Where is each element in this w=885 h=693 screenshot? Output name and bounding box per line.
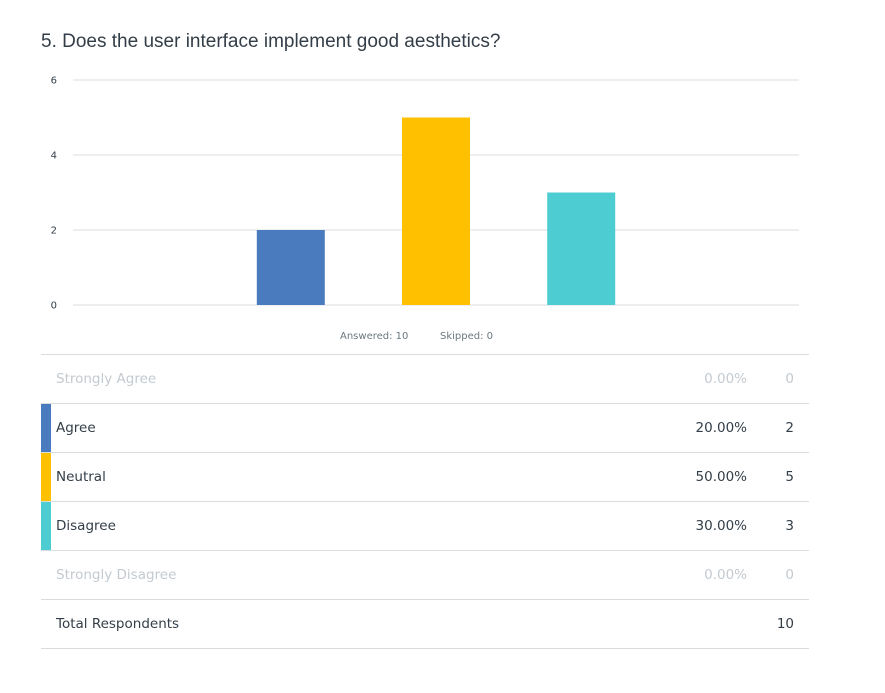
row-count: 5 — [785, 469, 794, 485]
table-row: Agree 20.00% 2 — [41, 403, 809, 452]
response-table: Strongly Agree 0.00% 0 Agree 20.00% 2 Ne… — [41, 354, 809, 649]
row-percent: 50.00% — [695, 469, 747, 485]
row-count: 3 — [785, 518, 794, 534]
bar-chart: 0 2 4 6 — [51, 76, 799, 312]
y-tick-label: 4 — [51, 151, 57, 162]
bar-agree — [256, 230, 325, 305]
row-count: 0 — [785, 371, 794, 387]
row-count: 0 — [785, 567, 794, 583]
row-percent: 30.00% — [695, 518, 747, 534]
chart-bars — [256, 117, 616, 305]
table-row: Disagree 30.00% 3 — [41, 501, 809, 550]
row-color-swatch — [41, 453, 51, 501]
bar-neutral — [402, 117, 470, 305]
answered-count: Answered: 10 — [340, 331, 409, 342]
bar-disagree — [547, 192, 616, 305]
row-percent: 20.00% — [695, 420, 747, 436]
row-color-swatch — [41, 502, 51, 550]
total-count: 10 — [776, 616, 794, 632]
row-percent: 0.00% — [704, 371, 747, 387]
y-axis-ticks: 0 2 4 6 — [51, 76, 57, 312]
skipped-count: Skipped: 0 — [440, 331, 494, 342]
row-label: Strongly Agree — [56, 371, 157, 387]
total-row: Total Respondents 10 — [41, 599, 809, 649]
y-tick-label: 6 — [51, 76, 57, 87]
row-percent: 0.00% — [704, 567, 747, 583]
row-label: Disagree — [56, 518, 116, 534]
row-label: Agree — [56, 420, 96, 436]
row-color-swatch — [41, 404, 51, 452]
total-label: Total Respondents — [56, 616, 180, 632]
question-title: 5. Does the user interface implement goo… — [41, 31, 501, 52]
table-row: Neutral 50.00% 5 — [41, 452, 809, 501]
table-row: Strongly Agree 0.00% 0 — [41, 354, 809, 403]
row-label: Neutral — [56, 469, 106, 485]
row-count: 2 — [785, 420, 794, 436]
y-tick-label: 0 — [51, 301, 57, 312]
y-tick-label: 2 — [51, 226, 57, 237]
row-label: Strongly Disagree — [56, 567, 177, 583]
table-row: Strongly Disagree 0.00% 0 — [41, 550, 809, 599]
